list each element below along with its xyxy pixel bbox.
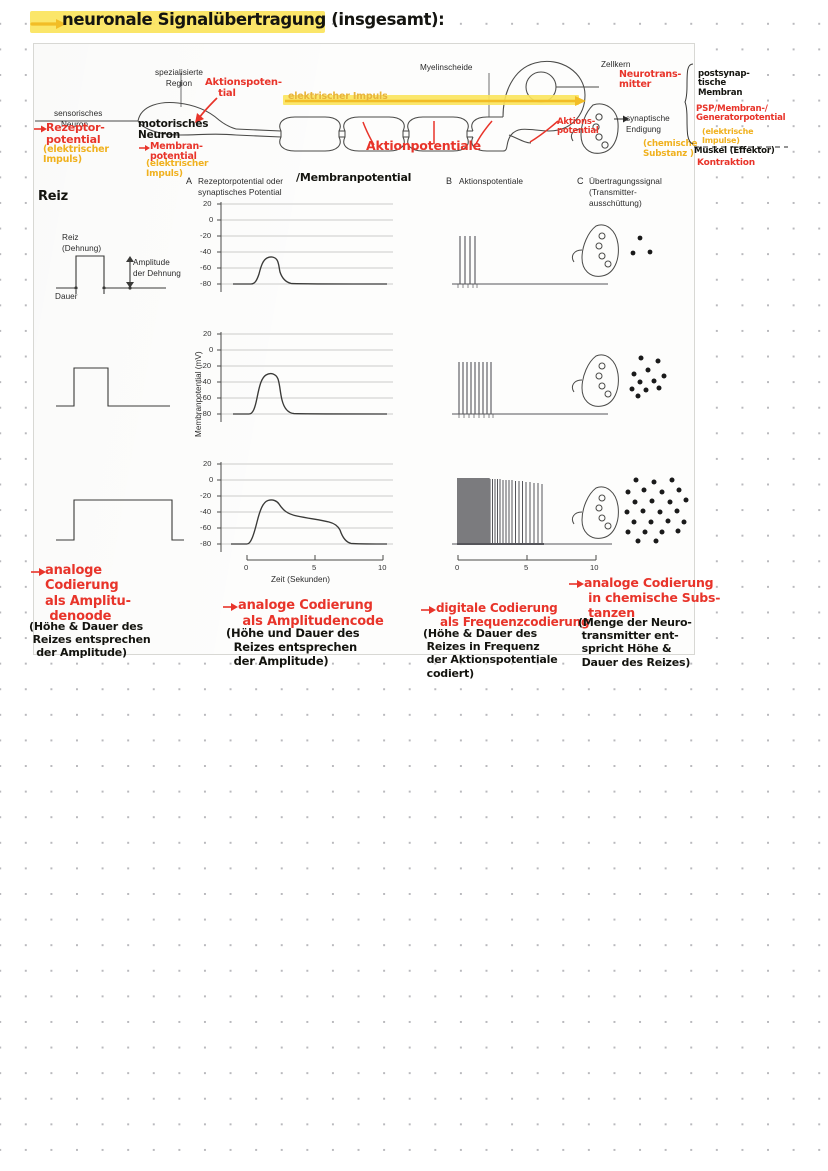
chart-a-row3-ytick--60: -60 — [200, 523, 212, 532]
panel-b-letter: B — [446, 176, 453, 186]
annotation-muskel-effektor: Muskel (Effektor) — [694, 146, 775, 156]
note-far-red: analoge Codierung in chemische Subs- tan… — [584, 575, 721, 620]
chart-a-row3 — [217, 462, 393, 561]
membranpotential-bullet-arrow-icon — [139, 145, 150, 151]
chart-c-row3 — [571, 477, 689, 544]
annotation-postsynaptische-membran: postsynap- tische Membran — [698, 69, 750, 98]
note-mid-black: (Höhe und Dauer des Reizes entsprechen d… — [226, 626, 360, 668]
annotation-rezeptorpotential: Rezeptor- potential — [46, 121, 105, 146]
chart-a-row2-ytick-0: 0 — [209, 345, 214, 354]
annotation-kontraktion: Kontraktion — [697, 158, 755, 168]
panel-c-title: Übertragungssignal (Transmitter- ausschü… — [589, 176, 662, 208]
chart-c-row2 — [571, 354, 667, 407]
chart-a-row1-ytick-20: 20 — [203, 199, 212, 208]
note-left-red: analoge Codierung als Amplitu- denoode — [45, 563, 131, 624]
note-mid-red: analoge Codierung als Amplitudencode — [238, 598, 384, 629]
chart-a-row3-ytick-0: 0 — [209, 475, 214, 484]
stimulus-amplitude-label: Amplitude der Dehnung — [133, 258, 181, 278]
panel-a-handwritten-title: /Membranpotential — [296, 171, 412, 184]
chart-a-xtick-0: 0 — [244, 563, 249, 572]
note-far-black: (Menge der Neuro- transmitter ent- spric… — [578, 616, 692, 669]
chart-a-row3-ytick--20: -20 — [200, 491, 212, 500]
chart-a-y-axis-title: Membranpotential (mV) — [194, 351, 203, 437]
chart-a-x-axis-title: Zeit (Sekunden) — [271, 575, 331, 584]
note-mid-arrow-icon — [223, 603, 238, 611]
chart-a-row2-ytick-20: 20 — [203, 329, 212, 338]
chart-a-row3-ytick--80: -80 — [200, 539, 212, 548]
chart-a-row3-ytick--40: -40 — [200, 507, 212, 516]
chart-a-row1-ytick--20: -20 — [200, 231, 212, 240]
stimulus-inset-row2 — [56, 367, 170, 407]
annotation-psp-generatorpotential: PSP/Membran-/ Generatorpotential — [696, 104, 786, 124]
chart-a-row1-ytick--60: -60 — [200, 263, 212, 272]
chart-a-row1-ytick--40: -40 — [200, 247, 212, 256]
chart-b-xtick-5: 5 — [524, 563, 529, 572]
panel-c-letter: C — [577, 176, 584, 186]
page-title: neuronale Signalübertragung (insgesamt): — [62, 10, 445, 29]
annotation-aktionspotential-right: Aktions- potential — [557, 117, 599, 136]
annotation-psp-sub: (elektrische Impulse) — [702, 127, 754, 145]
note-left-black: (Höhe & Dauer des Reizes entsprechen der… — [29, 620, 151, 660]
synaptische-endigung-arrow-icon — [614, 115, 629, 123]
annotation-elektrischer-impuls: elektrischer Impuls — [288, 91, 388, 102]
chart-a-row2 — [217, 332, 393, 422]
chart-a-row1 — [217, 202, 393, 292]
note-left-arrow-icon — [31, 568, 46, 576]
chart-b-xtick-0: 0 — [455, 563, 460, 572]
annotation-reiz: Reiz — [38, 189, 69, 204]
label-myelinscheide: Myelinscheide — [420, 63, 473, 72]
chart-a-row1-ytick--80: -80 — [200, 279, 212, 288]
chart-a-row3-ytick-20: 20 — [203, 459, 212, 468]
annotation-membran-sub: (elektrischer Impuls) — [146, 159, 209, 179]
chart-a-xtick-5: 5 — [312, 563, 317, 572]
aktionpotentiale-arrow-icons — [362, 120, 559, 146]
annotation-motorisches-neuron: motorisches Neuron — [138, 118, 209, 142]
note-right-black: (Höhe & Dauer des Reizes in Frequenz der… — [423, 627, 558, 680]
annotation-rezeptor-sub: (elektrischer Impuls) — [43, 144, 109, 166]
stimulus-dauer-label: Dauer — [55, 292, 78, 301]
panel-a-title: Rezeptorpotential oder synaptisches Pote… — [198, 176, 284, 197]
stimulus-inset-row3 — [56, 499, 184, 541]
chart-a-row1-ytick-0: 0 — [209, 215, 214, 224]
panel-b-title: Aktionspotentiale — [459, 176, 524, 186]
chart-b-xtick-10: 10 — [590, 563, 599, 572]
note-far-arrow-icon — [569, 580, 584, 588]
note-right-arrow-icon — [421, 606, 436, 614]
chart-c-row1 — [571, 224, 653, 277]
stimulus-reiz-label: Reiz (Dehnung) — [62, 233, 102, 253]
rezeptorpotential-bullet-arrow-icon — [34, 125, 47, 133]
annotation-neurotransmitter: Neurotrans- mitter — [619, 69, 682, 91]
chart-a-xtick-10: 10 — [378, 563, 387, 572]
note-right-red: digitale Codierung als Frequenzcodierung — [436, 601, 590, 630]
